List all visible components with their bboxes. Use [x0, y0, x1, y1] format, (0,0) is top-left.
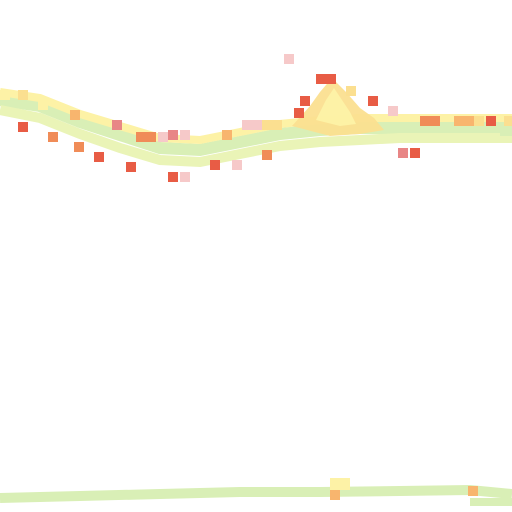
heat-band-upper-peak-core [316, 88, 356, 126]
heat-cell-lower-2 [330, 490, 340, 500]
heat-cell-lower-4 [470, 498, 512, 506]
heat-band-upper-edge [0, 105, 512, 168]
heat-band-upper [0, 54, 512, 182]
heat-cell-lower-3 [468, 486, 478, 496]
heat-cell-lower-1 [330, 478, 350, 490]
heat-band-upper-core [0, 94, 512, 157]
heat-cells-upper [0, 54, 512, 182]
heat-band-lower-core [0, 484, 512, 503]
heat-band-lower [0, 478, 512, 506]
